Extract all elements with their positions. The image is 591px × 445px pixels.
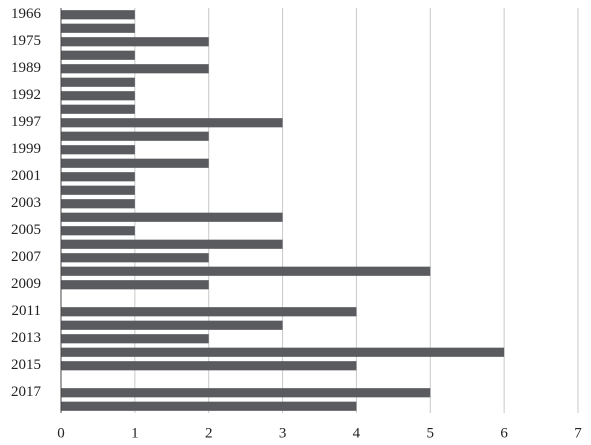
x-tick-label: 0 [57,425,65,441]
x-tick-label: 2 [205,425,213,441]
bar [61,23,135,33]
y-tick-label: 2017 [11,384,42,400]
bar [61,226,135,236]
bar [61,185,135,195]
bar [61,266,431,276]
bar [61,239,283,249]
bar [61,172,135,182]
x-tick-label: 5 [427,425,435,441]
bar [61,77,135,87]
y-tick-label: 2009 [11,276,41,292]
bar [61,253,209,263]
x-tick-label: 7 [574,425,582,441]
y-tick-label: 2003 [11,195,41,211]
bar [61,64,209,74]
y-tick-label: 2001 [11,168,41,184]
y-tick-label: 2011 [12,303,41,319]
y-tick-label: 2007 [11,249,42,265]
bar [61,320,283,330]
bar [61,50,135,60]
bar [61,199,135,209]
x-tick-label: 3 [279,425,287,441]
bar [61,131,209,141]
bar [61,401,357,411]
y-tick-label: 2005 [11,222,41,238]
bar [61,145,135,155]
x-tick-label: 6 [500,425,508,441]
bar [61,388,431,398]
bar [61,10,135,20]
bar [61,104,135,114]
bar [61,334,209,344]
x-tick-label: 1 [131,425,139,441]
bar [61,361,357,371]
bar [61,37,209,47]
x-tick-label: 4 [353,425,361,441]
y-tick-label: 1989 [11,60,41,76]
bar [61,307,357,317]
y-tick-label: 2013 [11,330,41,346]
bar [61,158,209,168]
bar [61,91,135,101]
bar [61,347,505,357]
y-tick-label: 1966 [11,6,42,22]
bar [61,118,283,128]
y-tick-label: 1975 [11,33,41,49]
y-tick-label: 2015 [11,357,41,373]
bar [61,212,283,222]
y-tick-label: 1999 [11,141,41,157]
y-tick-label: 1997 [11,114,42,130]
bar [61,280,209,290]
y-tick-label: 1992 [11,87,41,103]
